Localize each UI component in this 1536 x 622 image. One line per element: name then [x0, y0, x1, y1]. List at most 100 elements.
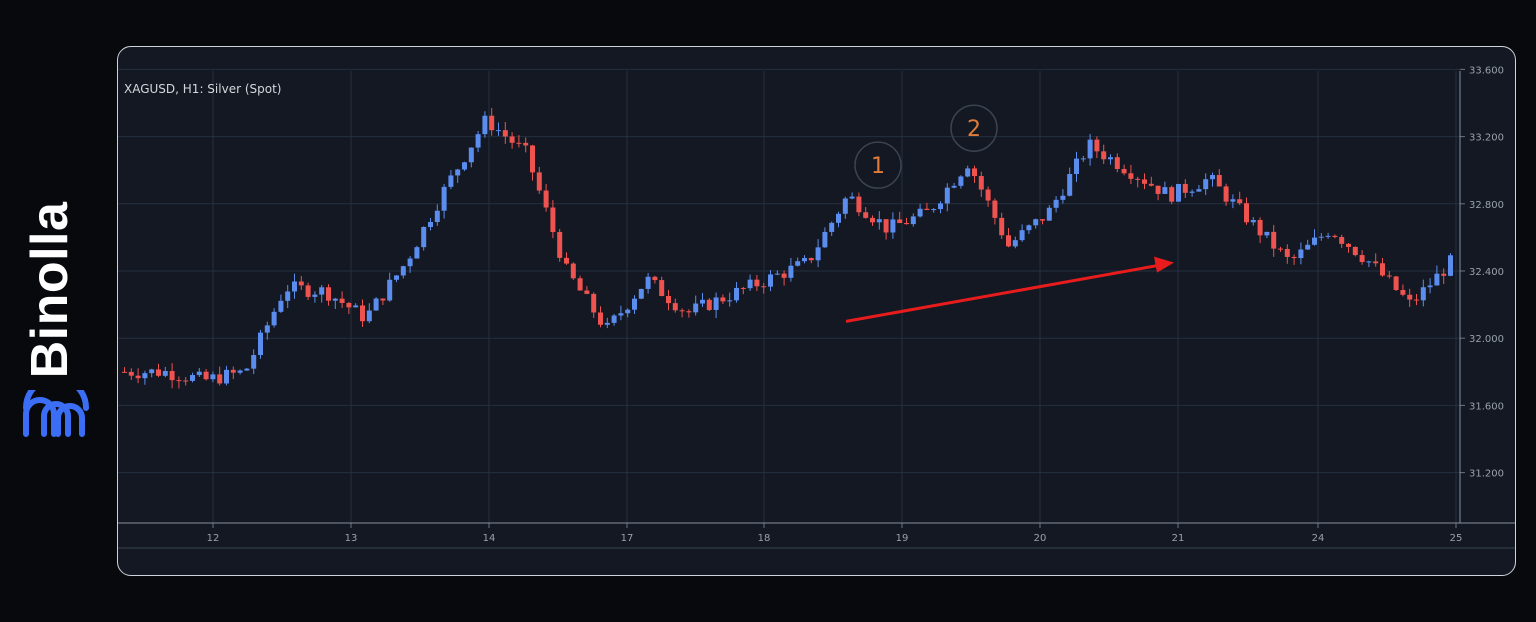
candle-body — [761, 286, 767, 288]
candle-body — [1223, 186, 1229, 202]
candle-body — [652, 276, 658, 281]
candle-body — [1359, 255, 1365, 263]
candle-body — [938, 203, 943, 210]
candle-body — [1380, 263, 1385, 276]
candle-body — [1264, 231, 1270, 236]
candle-body — [319, 287, 325, 295]
candle-body — [1189, 191, 1195, 193]
candle-body — [543, 190, 549, 208]
candle-body — [781, 273, 787, 278]
trend-arrow-line — [845, 263, 1161, 323]
candle-body — [1060, 195, 1066, 200]
candle-body — [441, 186, 447, 211]
y-tick-label: 32.800 — [1469, 200, 1504, 211]
candle-body — [509, 136, 515, 143]
candle-body — [1067, 174, 1073, 196]
candle-body — [788, 265, 794, 278]
candle-body — [1386, 275, 1392, 277]
candle-body — [951, 185, 957, 188]
candle-body — [1278, 248, 1283, 250]
candle-body — [1026, 225, 1032, 231]
annotation-label: 1 — [871, 154, 885, 179]
candle-body — [591, 293, 597, 313]
candle-body — [815, 247, 821, 261]
candle-body — [598, 312, 603, 325]
chart-title: XAGUSD, H1: Silver (Spot) — [124, 82, 282, 96]
candle-body — [1305, 244, 1311, 250]
x-tick-label: 20 — [1034, 533, 1047, 544]
candle-body — [666, 295, 671, 304]
candle-body — [1414, 299, 1419, 301]
candle-body — [251, 355, 257, 369]
candle-body — [1142, 179, 1147, 184]
candle-body — [584, 290, 590, 294]
candle-body — [618, 313, 624, 316]
candle-body — [1176, 183, 1181, 202]
candles — [122, 108, 1453, 389]
candle-body — [360, 305, 365, 322]
x-tick-label: 13 — [345, 533, 358, 544]
candle-body — [1135, 178, 1141, 180]
candle-body — [604, 322, 610, 325]
candle-body — [1244, 203, 1249, 223]
candle-body — [557, 232, 563, 258]
candle-body — [999, 217, 1005, 236]
x-tick-label: 12 — [207, 533, 220, 544]
candle-body — [264, 325, 270, 333]
candle-body — [224, 369, 229, 384]
candle-body — [183, 380, 189, 382]
candle-body — [713, 297, 719, 310]
candle-body — [237, 370, 243, 373]
candle-body — [271, 311, 277, 326]
candle-body — [1237, 199, 1243, 204]
candle-body — [434, 210, 440, 222]
candle-body — [468, 147, 474, 163]
candle-body — [414, 247, 420, 259]
candle-body — [285, 291, 291, 301]
candle-body — [931, 209, 937, 211]
candle-body — [1033, 219, 1039, 226]
candle-body — [1108, 157, 1113, 160]
candle-body — [1210, 175, 1215, 180]
candle-body — [203, 371, 209, 380]
candle-body — [1339, 237, 1345, 244]
candle-body — [455, 169, 461, 176]
candle-body — [1040, 219, 1045, 221]
candle-body — [1074, 158, 1079, 175]
candle-body — [380, 298, 386, 301]
candle-body — [679, 310, 685, 312]
candle-body — [1087, 139, 1093, 159]
candle-body — [740, 287, 746, 289]
candle-body — [978, 176, 984, 190]
x-tick-label: 19 — [896, 533, 909, 544]
candle-body — [428, 221, 433, 227]
candle-body — [774, 273, 780, 275]
candle-body — [1046, 207, 1052, 221]
candle-body — [1346, 243, 1351, 247]
candle-body — [1128, 173, 1134, 179]
candle-body — [700, 299, 705, 304]
candle-body — [217, 374, 223, 384]
brand-name: Binolla — [21, 201, 79, 379]
y-tick-label: 31.200 — [1469, 469, 1504, 480]
candle-body — [958, 176, 964, 186]
candle-body — [625, 309, 631, 314]
candle-body — [353, 305, 359, 308]
annotation-label: 2 — [967, 117, 981, 142]
candle-body — [577, 278, 583, 291]
candle-body — [972, 168, 977, 177]
candle-body — [1114, 157, 1120, 170]
candle-body — [298, 281, 304, 286]
candle-body — [1182, 183, 1188, 193]
candle-body — [244, 368, 250, 371]
candle-body — [394, 275, 399, 280]
candle-body — [1318, 236, 1324, 238]
candlestick-chart: 12 33.60033.20032.80032.40032.00031.6003… — [118, 65, 1515, 549]
candle-body — [754, 279, 760, 287]
candle-body — [530, 145, 535, 173]
candle-body — [1325, 235, 1331, 237]
candle-body — [564, 257, 569, 264]
candle-body — [230, 369, 236, 373]
candle-body — [876, 219, 882, 223]
candle-body — [169, 371, 175, 381]
